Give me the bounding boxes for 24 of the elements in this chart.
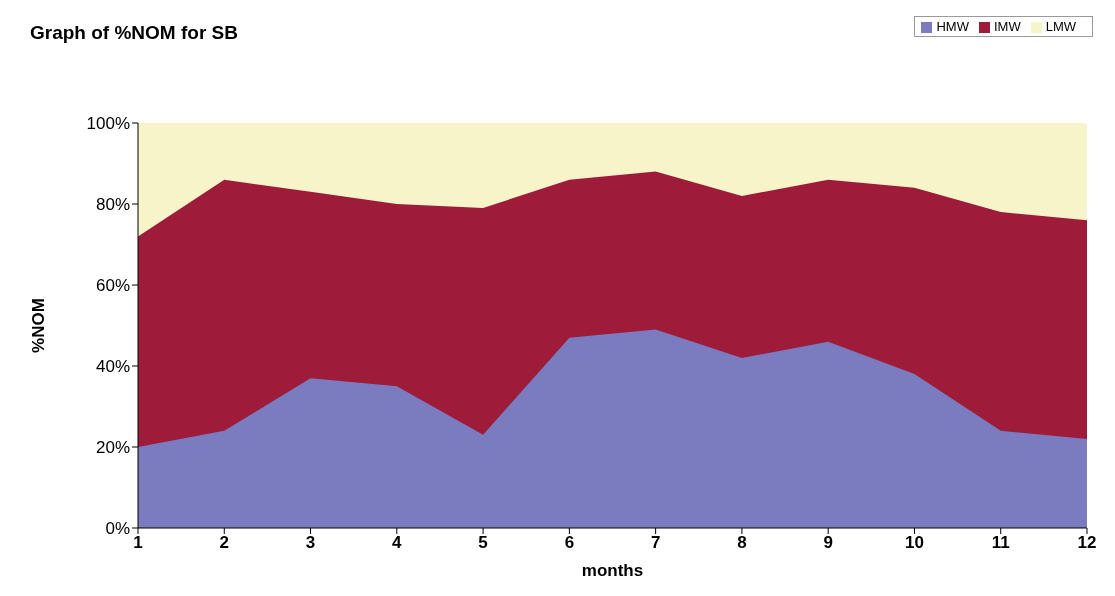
- x-tick-label: 5: [478, 533, 488, 553]
- y-tick-label: 0%: [105, 519, 130, 539]
- y-tick-label: 40%: [95, 357, 130, 377]
- legend-label: HMW: [936, 19, 969, 34]
- chart-title: Graph of %NOM for SB: [30, 22, 238, 44]
- x-tick-label: 3: [305, 533, 316, 553]
- y-tick-label: 100%: [86, 114, 130, 134]
- x-tick-label: 8: [737, 533, 747, 553]
- x-tick-label: 4: [392, 533, 403, 553]
- x-tick-label: 12: [1077, 533, 1097, 553]
- x-tick-label: 10: [904, 533, 924, 553]
- x-tick-label: 9: [823, 533, 833, 553]
- x-tick-label: 1: [133, 533, 143, 553]
- y-tick-label: 60%: [95, 276, 130, 296]
- x-tick-label: 11: [991, 533, 1010, 553]
- x-tick-label: 2: [219, 533, 230, 553]
- legend-label: IMW: [993, 19, 1021, 34]
- y-tick-label: 20%: [95, 438, 130, 458]
- y-axis-title: %NOM: [29, 298, 49, 353]
- y-tick-label: 80%: [95, 195, 130, 215]
- x-tick-label: 6: [564, 533, 575, 553]
- legend-label: LMW: [1045, 19, 1076, 34]
- x-axis-title: months: [581, 561, 644, 580]
- x-tick-label: 7: [650, 533, 661, 553]
